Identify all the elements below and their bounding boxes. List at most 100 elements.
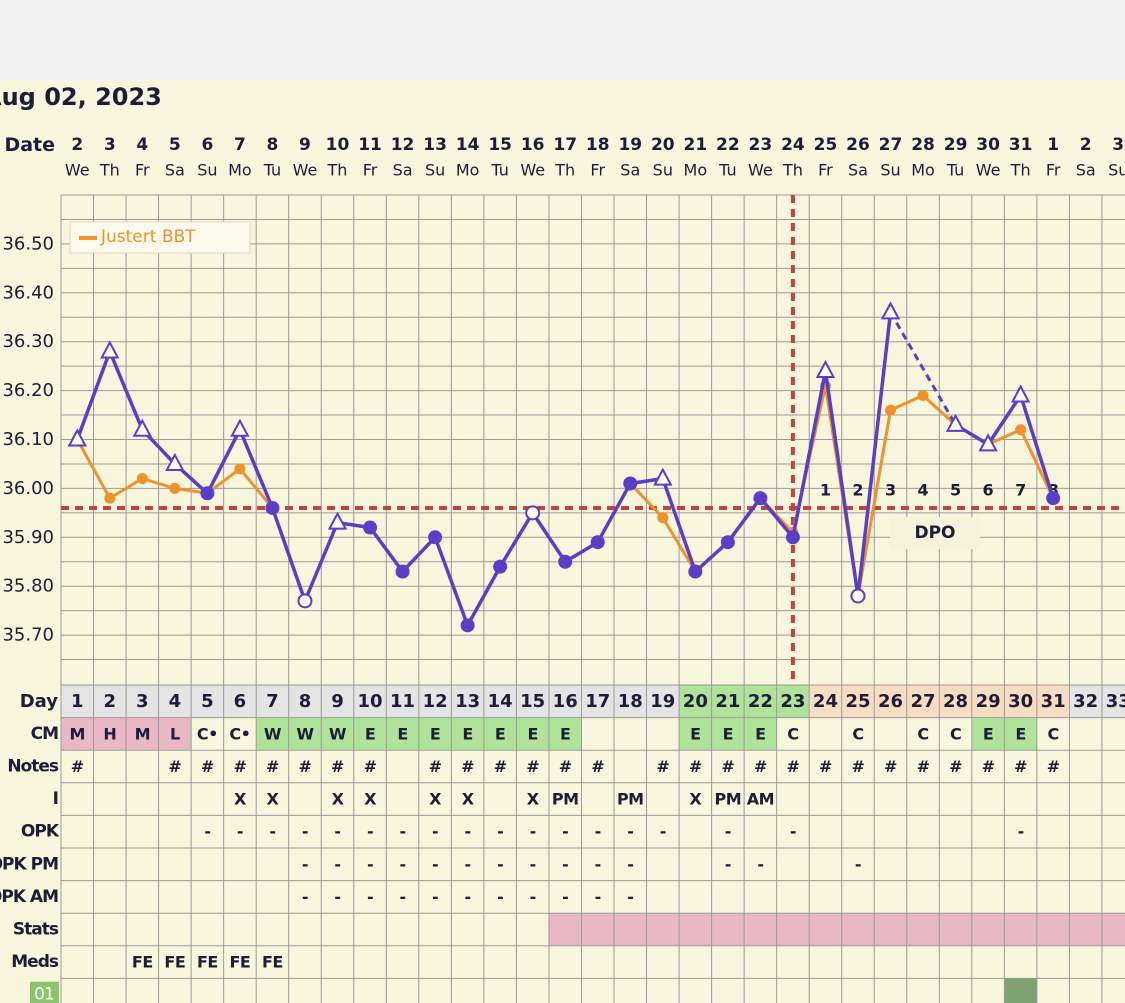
x-tick-label: 7 xyxy=(234,135,246,155)
weekday-label: Th xyxy=(1010,161,1031,180)
row-label: Stats xyxy=(13,920,59,940)
day-number: 15 xyxy=(520,691,545,712)
cell-text: - xyxy=(367,887,373,906)
day-number: 25 xyxy=(845,691,870,712)
dpo-number: 8 xyxy=(1048,481,1059,500)
cell-text: # xyxy=(1014,757,1027,776)
gap-bridge xyxy=(889,311,957,426)
day-cell xyxy=(809,685,842,718)
legend-label: Justert BBT xyxy=(100,227,196,247)
cell-text: - xyxy=(530,887,536,906)
cell-text: # xyxy=(1047,757,1060,776)
weekday-label: Su xyxy=(880,161,900,180)
weekday-label: Mo xyxy=(684,161,708,180)
cell-fill xyxy=(256,717,289,751)
day-cell xyxy=(744,685,777,718)
dpo-label: DPO xyxy=(914,523,955,543)
cell-text: # xyxy=(982,757,995,776)
cell-text: - xyxy=(595,822,601,841)
x-tick-label: 21 xyxy=(683,135,707,155)
row-label: 01 xyxy=(34,985,54,1003)
x-tick-label: 1 xyxy=(1047,135,1059,155)
row-label-fill xyxy=(30,981,59,1003)
cell-fill xyxy=(776,913,810,946)
day-number: 4 xyxy=(169,691,182,712)
x-tick-label: 18 xyxy=(586,135,610,155)
x-tick-label: 6 xyxy=(201,135,213,155)
cell-fill xyxy=(744,913,777,946)
cell-text: # xyxy=(299,757,312,776)
day-cell xyxy=(321,685,354,718)
cell-text: - xyxy=(465,887,471,906)
weekday-label: Su xyxy=(653,161,673,180)
weekday-label: We xyxy=(293,161,318,180)
cell-text: C xyxy=(787,724,798,743)
cell-text: - xyxy=(334,822,340,841)
weekday-label: Sa xyxy=(620,161,640,180)
cell-text: - xyxy=(432,855,438,874)
day-cell xyxy=(418,685,452,718)
dpo-number: 6 xyxy=(983,481,994,500)
day-number: 2 xyxy=(104,691,117,712)
cell-text: - xyxy=(269,822,275,841)
cell-fill xyxy=(451,717,484,751)
cell-fill xyxy=(971,717,1005,751)
day-cell xyxy=(971,685,1005,718)
cell-text: - xyxy=(302,855,308,874)
day-cell xyxy=(61,685,94,718)
day-number: 33 xyxy=(1106,691,1125,712)
cell-text: C xyxy=(950,724,961,743)
weekday-label: Sa xyxy=(1076,161,1096,180)
x-tick-label: 24 xyxy=(781,135,805,155)
cell-text: - xyxy=(497,822,503,841)
x-tick-label: 30 xyxy=(976,135,1000,155)
weekday-label: Mo xyxy=(911,161,935,180)
weekday-label: Tu xyxy=(490,161,508,180)
weekday-label: Tu xyxy=(718,161,736,180)
cell-text: X xyxy=(527,790,540,809)
marker-triangle xyxy=(67,428,87,447)
marker-triangle xyxy=(230,418,250,437)
weekday-label: Fr xyxy=(590,161,605,180)
marker-dot xyxy=(428,530,443,545)
day-cell xyxy=(386,685,419,718)
cell-text: - xyxy=(660,822,666,841)
day-number: 1 xyxy=(71,691,84,712)
cell-text: # xyxy=(884,757,897,776)
weekday-label: We xyxy=(976,161,1001,180)
cell-fill xyxy=(353,717,387,751)
weekday-label: Fr xyxy=(363,161,378,180)
marker-dot xyxy=(1046,491,1061,506)
dpo-number: 3 xyxy=(885,481,896,500)
day-cell xyxy=(1036,685,1070,718)
day-number: 30 xyxy=(1008,691,1033,712)
cell-fill xyxy=(646,913,680,946)
cell-text: E xyxy=(723,724,733,743)
x-tick-label: 4 xyxy=(136,135,148,155)
dpo-number: 4 xyxy=(917,481,928,500)
x-tick-label: 10 xyxy=(326,135,350,155)
day-cell xyxy=(93,685,127,718)
cell-text: W xyxy=(264,724,282,743)
cell-text: X xyxy=(689,790,702,809)
cell-text: E xyxy=(560,724,570,743)
cell-text: - xyxy=(562,887,568,906)
cell-text: - xyxy=(627,855,633,874)
y-tick-label: 35.80 xyxy=(2,576,54,597)
cell-fill xyxy=(288,717,322,751)
cell-text: C xyxy=(1048,724,1059,743)
y-tick-label: 36.10 xyxy=(2,429,54,450)
marker-dot xyxy=(558,554,573,569)
cell-text: # xyxy=(461,757,474,776)
marker-dot xyxy=(460,618,475,633)
marker-dot xyxy=(688,564,703,579)
cell-text: - xyxy=(595,855,601,874)
cell-fill xyxy=(418,717,452,751)
day-number: 32 xyxy=(1073,691,1098,712)
day-number: 9 xyxy=(331,691,344,712)
legend-box xyxy=(69,221,251,254)
marker-dot xyxy=(104,492,116,504)
day-number: 12 xyxy=(423,691,448,712)
